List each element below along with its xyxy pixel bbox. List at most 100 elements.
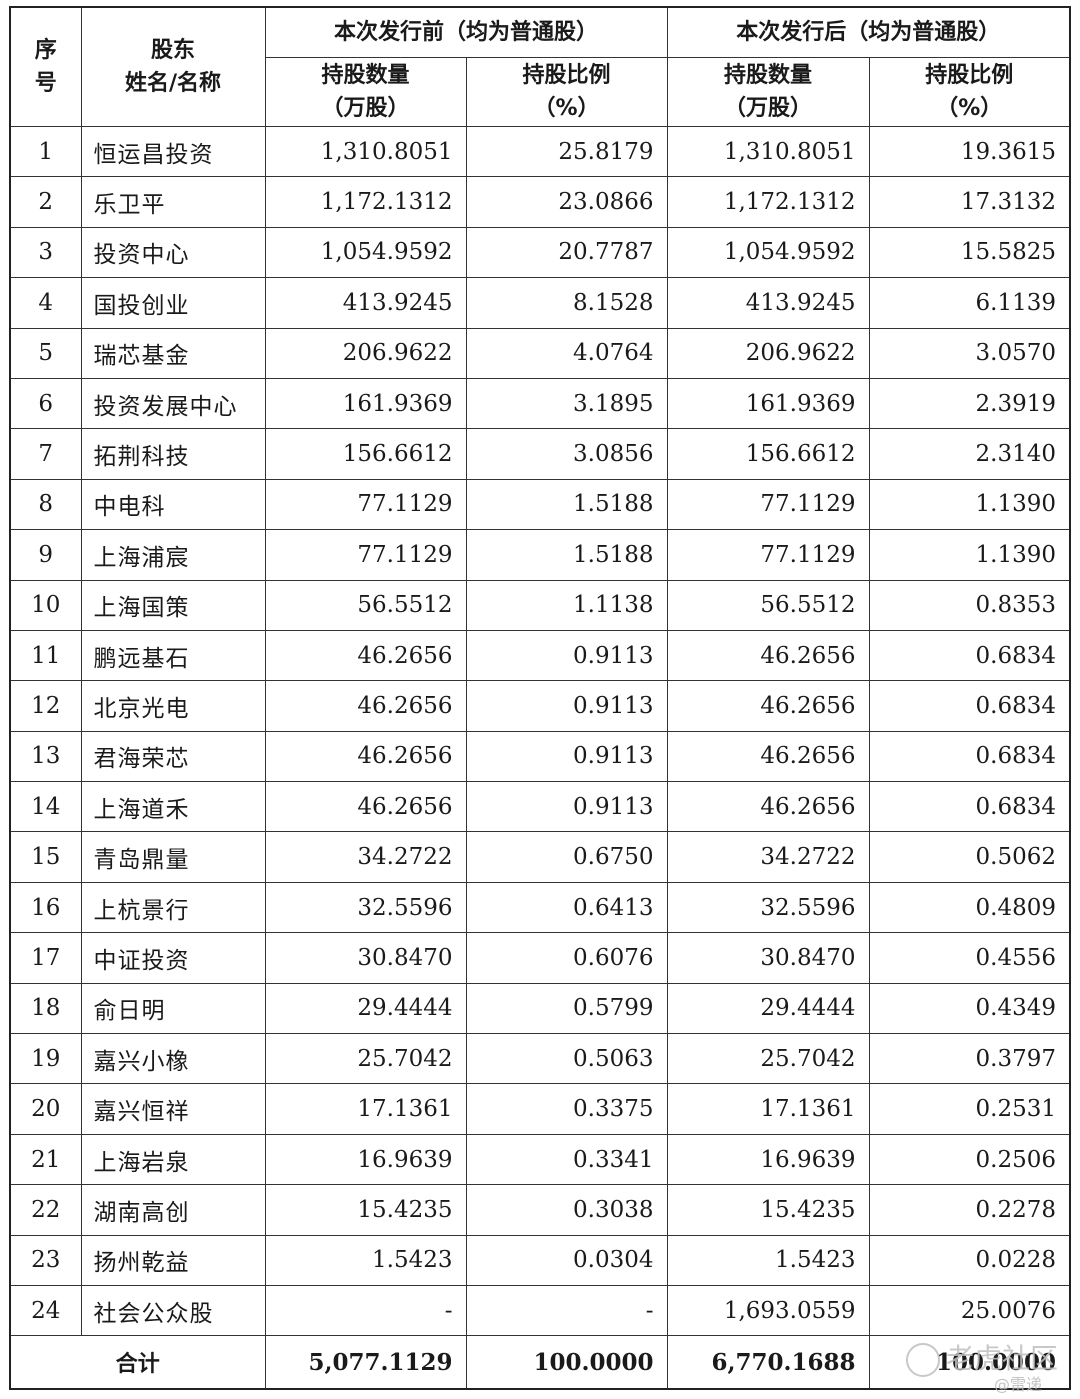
table-row: 7 拓荆科技 156.6612 3.0856 156.6612 2.3140 (9, 428, 1071, 480)
row-seq: 7 (9, 428, 82, 480)
row-after-shares: 1,310.8051 (666, 125, 870, 178)
row-after-shares: 32.5596 (666, 881, 870, 934)
row-before-shares: 56.5512 (264, 579, 467, 631)
row-seq: 9 (9, 529, 82, 581)
row-before-ratio: 0.9113 (465, 629, 668, 682)
table-row: 11 鹏远基石 46.2656 0.9113 46.2656 0.6834 (9, 629, 1071, 682)
row-after-shares: 17.1361 (666, 1083, 870, 1135)
row-name: 鹏远基石 (80, 629, 266, 682)
row-after-shares: 29.4444 (666, 982, 870, 1035)
row-name: 嘉兴恒祥 (80, 1083, 266, 1135)
total-label: 合计 (9, 1335, 266, 1390)
row-before-shares: 16.9639 (264, 1133, 467, 1186)
row-before-shares: 206.9622 (264, 327, 467, 379)
row-name: 上海岩泉 (80, 1133, 266, 1186)
row-seq: 6 (9, 377, 82, 430)
row-after-ratio: 0.4349 (868, 982, 1071, 1035)
table-row: 22 湖南高创 15.4235 0.3038 15.4235 0.2278 (9, 1184, 1071, 1236)
row-seq: 16 (9, 881, 82, 934)
row-after-ratio: 15.5825 (868, 226, 1071, 279)
table-row: 18 俞日明 29.4444 0.5799 29.4444 0.4349 (9, 982, 1071, 1035)
row-name: 投资发展中心 (80, 377, 266, 430)
row-seq: 20 (9, 1083, 82, 1135)
row-after-ratio: 0.3797 (868, 1033, 1071, 1085)
table-row: 9 上海浦宸 77.1129 1.5188 77.1129 1.1390 (9, 529, 1071, 581)
table-row: 13 君海荣芯 46.2656 0.9113 46.2656 0.6834 (9, 730, 1071, 783)
total-before-ratio: 100.0000 (465, 1335, 668, 1390)
row-name: 中电科 (80, 478, 266, 531)
watermark: 老虎社区 (905, 1337, 1058, 1377)
row-seq: 4 (9, 277, 82, 329)
row-after-shares: 413.9245 (666, 277, 870, 329)
row-before-shares: 46.2656 (264, 781, 467, 833)
row-after-shares: 1.5423 (666, 1234, 870, 1286)
row-name: 俞日明 (80, 982, 266, 1035)
row-after-shares: 25.7042 (666, 1033, 870, 1085)
header-after-shares: 持股数量 （万股） (666, 57, 870, 127)
row-seq: 1 (9, 125, 82, 178)
row-before-shares: 25.7042 (264, 1033, 467, 1085)
table-row: 10 上海国策 56.5512 1.1138 56.5512 0.8353 (9, 579, 1071, 631)
row-seq: 19 (9, 1033, 82, 1085)
row-before-shares: 46.2656 (264, 730, 467, 783)
header-before-shares-text: 持股数量 （万股） (321, 63, 410, 121)
row-before-shares: 34.2722 (264, 831, 467, 883)
row-before-ratio: 1.5188 (465, 529, 668, 581)
table-row: 16 上杭景行 32.5596 0.6413 32.5596 0.4809 (9, 881, 1071, 934)
shareholding-table: 序号 股东 姓名/名称 本次发行前（均为普通股） 本次发行后（均为普通股） 持股数… (9, 6, 1072, 1391)
row-before-shares: 30.8470 (264, 932, 467, 984)
row-seq: 22 (9, 1184, 82, 1236)
total-row: 合计 5,077.1129 100.0000 6,770.1688 100.00… (9, 1335, 1071, 1390)
row-before-ratio: 0.9113 (465, 680, 668, 732)
row-after-shares: 1,693.0559 (666, 1284, 870, 1337)
row-seq: 8 (9, 478, 82, 531)
table-row: 17 中证投资 30.8470 0.6076 30.8470 0.4556 (9, 932, 1071, 984)
row-after-shares: 206.9622 (666, 327, 870, 379)
row-after-shares: 46.2656 (666, 730, 870, 783)
row-seq: 15 (9, 831, 82, 883)
row-before-shares: 77.1129 (264, 478, 467, 531)
table-row: 5 瑞芯基金 206.9622 4.0764 206.9622 3.0570 (9, 327, 1071, 379)
total-after-ratio: 100.0000 (868, 1335, 1071, 1390)
header-before-ratio-text: 持股比例 （%） (522, 63, 611, 121)
row-seq: 24 (9, 1284, 82, 1337)
header-before-ratio: 持股比例 （%） (465, 57, 668, 127)
row-before-shares: 1,172.1312 (264, 176, 467, 228)
row-before-shares: 77.1129 (264, 529, 467, 581)
row-after-ratio: 3.0570 (868, 327, 1071, 379)
row-before-shares: 1,054.9592 (264, 226, 467, 279)
row-after-shares: 46.2656 (666, 629, 870, 682)
row-before-ratio: 1.5188 (465, 478, 668, 531)
row-before-ratio: 0.5799 (465, 982, 668, 1035)
row-after-shares: 77.1129 (666, 478, 870, 531)
row-name: 上海浦宸 (80, 529, 266, 581)
row-after-ratio: 25.0076 (868, 1284, 1071, 1337)
row-name: 扬州乾益 (80, 1234, 266, 1286)
row-name: 北京光电 (80, 680, 266, 732)
table-row: 24 社会公众股 - -1,693.0559 25.0076 (9, 1284, 1071, 1337)
watermark-sub: @雷递 (993, 1375, 1042, 1394)
row-after-shares: 46.2656 (666, 680, 870, 732)
row-after-shares: 30.8470 (666, 932, 870, 984)
row-before-ratio: 4.0764 (465, 327, 668, 379)
row-before-ratio: 23.0866 (465, 176, 668, 228)
table-body: 1 恒运昌投资 1,310.8051 25.8179 1,310.8051 19.3615… (9, 125, 1071, 1337)
row-seq: 12 (9, 680, 82, 732)
row-seq: 17 (9, 932, 82, 984)
row-after-shares: 15.4235 (666, 1184, 870, 1236)
row-name: 上杭景行 (80, 881, 266, 934)
row-name: 乐卫平 (80, 176, 266, 228)
row-before-ratio: 3.1895 (465, 377, 668, 430)
row-seq: 5 (9, 327, 82, 379)
row-before-ratio: 0.6750 (465, 831, 668, 883)
table-row: 8 中电科 77.1129 1.5188 77.1129 1.1390 (9, 478, 1071, 531)
row-name: 青岛鼎量 (80, 831, 266, 883)
row-after-ratio: 0.2506 (868, 1133, 1071, 1186)
row-before-shares: 17.1361 (264, 1083, 467, 1135)
row-after-ratio: 0.6834 (868, 781, 1071, 833)
row-name: 瑞芯基金 (80, 327, 266, 379)
row-before-shares: 46.2656 (264, 680, 467, 732)
row-before-shares: 32.5596 (264, 881, 467, 934)
row-name: 上海道禾 (80, 781, 266, 833)
header-after-shares-text: 持股数量 （万股） (724, 63, 813, 121)
